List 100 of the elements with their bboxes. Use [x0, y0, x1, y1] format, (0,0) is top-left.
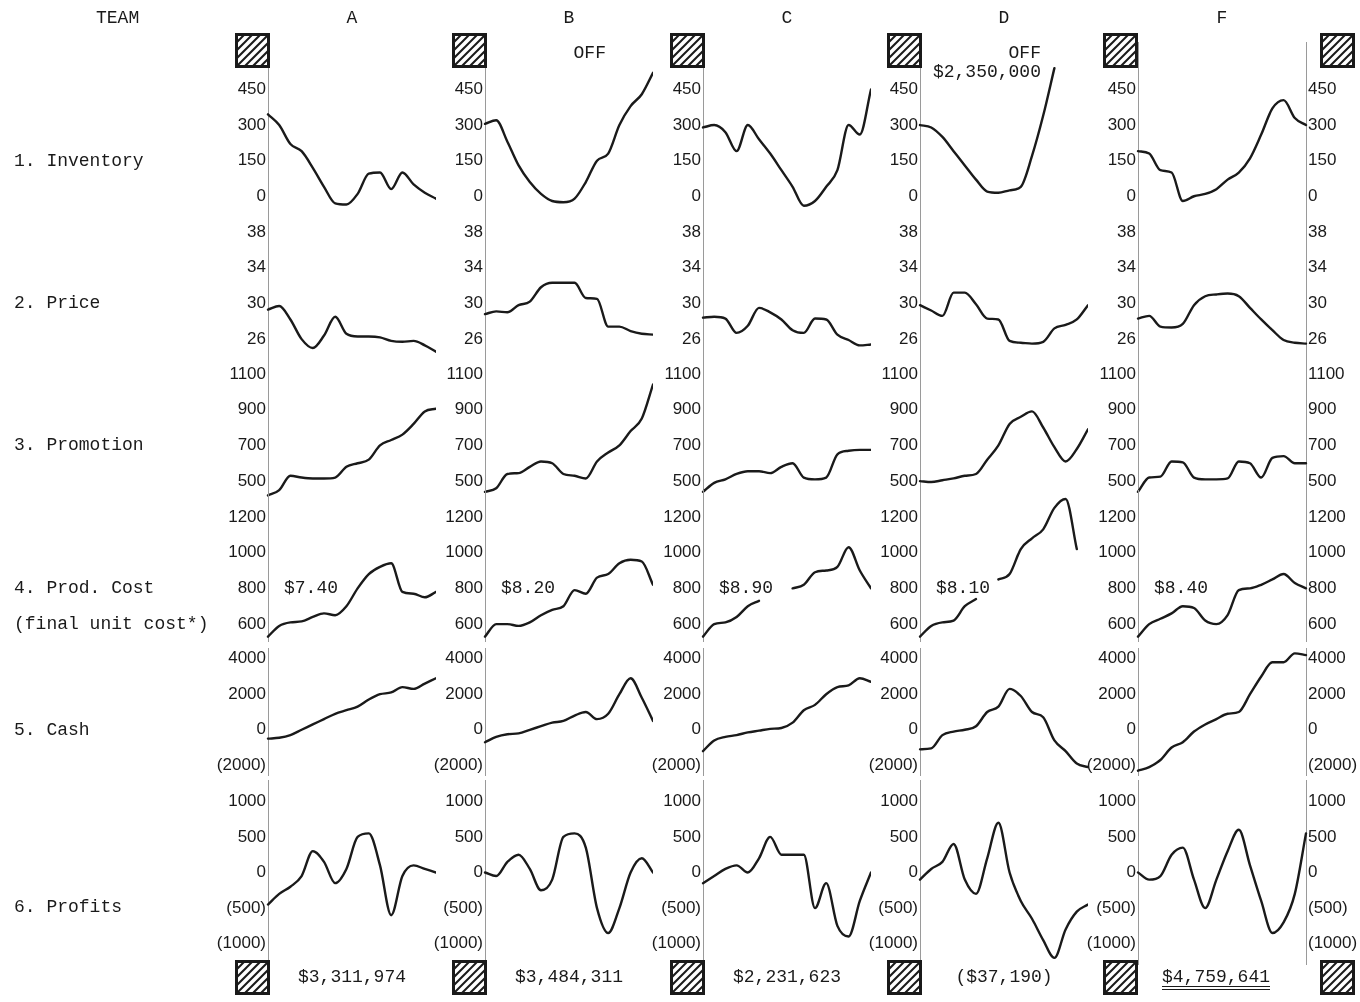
- y-tick-label: 1100: [881, 363, 918, 383]
- y-tick-label: 1200: [880, 506, 918, 526]
- chart-title: D: [997, 7, 1011, 30]
- y-tick-label: 1000: [228, 542, 266, 562]
- text: $3,311,974: [297, 967, 407, 987]
- line-series: [997, 497, 1078, 581]
- y-tick-label: 2000: [663, 684, 701, 704]
- y-axis-title: 3. Promotion: [14, 434, 144, 457]
- y-tick-label: 1200: [663, 506, 701, 526]
- chart-title: F: [1215, 7, 1229, 30]
- line-series: [1136, 99, 1308, 203]
- y-tick-label: 34: [1117, 257, 1136, 277]
- y-tick-label: 1100: [446, 363, 483, 383]
- line-series: [1136, 828, 1308, 934]
- y-tick-label: 4000: [880, 648, 918, 668]
- y-tick-label: 0: [691, 186, 701, 206]
- y-tick-label: 26: [1117, 328, 1136, 348]
- y-tick-label: 300: [889, 115, 918, 135]
- y-tick-label: 4000: [663, 648, 701, 668]
- y-tick-label: 1000: [880, 790, 918, 810]
- y-tick-label: 1000: [663, 542, 701, 562]
- annotation: $8.90: [719, 577, 774, 598]
- y-axis-title: 1. Inventory: [14, 150, 144, 173]
- y-tick-label: 34: [464, 257, 483, 277]
- y2-tick-label: 1000: [1308, 542, 1346, 562]
- y2-tick-label: 1200: [1308, 506, 1346, 526]
- y-tick-label: 1100: [664, 363, 701, 383]
- y-tick-label: 450: [672, 79, 701, 99]
- y-tick-label: (500): [878, 897, 918, 917]
- y-tick-label: 38: [899, 221, 918, 241]
- y-tick-label: 0: [908, 861, 918, 881]
- y2-tick-label: (1000): [1308, 933, 1358, 953]
- y-tick-label: (2000): [1086, 755, 1136, 775]
- y-tick-label: 0: [691, 719, 701, 739]
- chart-title: A: [345, 7, 359, 30]
- line-series: [918, 821, 1088, 959]
- y-tick-label: 700: [889, 435, 918, 455]
- y2-tick-label: 0: [1308, 186, 1318, 206]
- line-series: [266, 305, 436, 353]
- y-tick-label: 600: [237, 614, 266, 634]
- y-tick-label: 500: [889, 826, 918, 846]
- y-tick-label: (2000): [433, 755, 483, 775]
- line-series: [1136, 652, 1308, 773]
- y-tick-label: 900: [1107, 399, 1136, 419]
- y-tick-label: 0: [473, 186, 483, 206]
- line-series: [918, 410, 1088, 484]
- y-tick-label: 0: [473, 861, 483, 881]
- line-series: [918, 687, 1088, 769]
- y-tick-label: 600: [454, 614, 483, 634]
- y-tick-label: (2000): [651, 755, 701, 775]
- y2-tick-label: (500): [1308, 897, 1348, 917]
- y-tick-label: 450: [454, 79, 483, 99]
- y-tick-label: 0: [256, 861, 266, 881]
- y-tick-label: 30: [1117, 293, 1136, 313]
- y-tick-label: 0: [908, 719, 918, 739]
- line-series: [266, 562, 436, 639]
- line-series: [701, 88, 871, 208]
- y2-tick-label: 2000: [1308, 684, 1346, 704]
- y-tick-label: 500: [672, 470, 701, 490]
- y-tick-label: 26: [247, 328, 266, 348]
- y-tick-label: 4000: [445, 648, 483, 668]
- y-tick-label: 26: [899, 328, 918, 348]
- y2-tick-label: 1100: [1308, 363, 1345, 383]
- y-tick-label: 1200: [228, 506, 266, 526]
- chart-title: B: [562, 7, 576, 30]
- annotation: $8.10: [936, 577, 991, 598]
- y-tick-label: 1000: [445, 542, 483, 562]
- y-tick-label: 34: [899, 257, 918, 277]
- annotation: $8.20: [501, 577, 556, 598]
- y-tick-label: 500: [1107, 826, 1136, 846]
- y-tick-label: 450: [889, 79, 918, 99]
- y-tick-label: 150: [1107, 150, 1136, 170]
- y-tick-label: 500: [1107, 470, 1136, 490]
- y-tick-label: 26: [682, 328, 701, 348]
- y-tick-label: 0: [1126, 861, 1136, 881]
- text: $2,231,623: [732, 967, 842, 987]
- y-tick-label: 0: [473, 719, 483, 739]
- y2-tick-label: 0: [1308, 861, 1318, 881]
- y-tick-label: 1000: [445, 790, 483, 810]
- y-tick-label: 0: [1126, 719, 1136, 739]
- y-tick-label: 0: [256, 186, 266, 206]
- y-tick-label: 300: [237, 115, 266, 135]
- y-tick-label: (1000): [433, 933, 483, 953]
- y-tick-label: 0: [1126, 186, 1136, 206]
- y-tick-label: (1000): [1086, 933, 1136, 953]
- y-axis-title: 2. Price: [14, 292, 101, 315]
- y2-tick-label: 0: [1308, 719, 1318, 739]
- line-series: [701, 677, 871, 753]
- y-tick-label: (1000): [651, 933, 701, 953]
- y-axis-title: 6. Profits: [14, 896, 123, 919]
- y-tick-label: 150: [672, 150, 701, 170]
- y-tick-label: 450: [1107, 79, 1136, 99]
- annotation: $2,350,000: [932, 62, 1041, 82]
- y-tick-label: 1000: [1098, 542, 1136, 562]
- annotation: OFF: [573, 43, 606, 63]
- y-tick-label: 900: [672, 399, 701, 419]
- y-tick-label: (1000): [216, 933, 266, 953]
- y-tick-label: 1000: [880, 542, 918, 562]
- y-tick-label: (500): [1096, 897, 1136, 917]
- line-series: [918, 291, 1088, 345]
